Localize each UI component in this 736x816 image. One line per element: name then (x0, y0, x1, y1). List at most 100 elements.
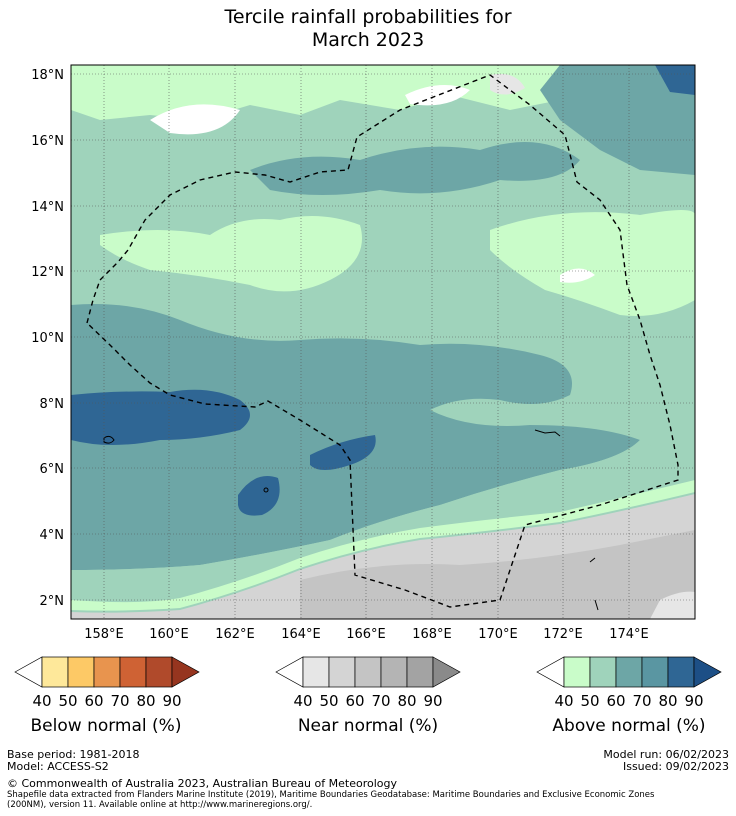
colorbar-above-title: Above normal (%) (552, 716, 706, 736)
lon-label: 166°E (346, 627, 386, 642)
above-50-60-south (71, 440, 695, 603)
colorbar-above-swatch (693, 656, 722, 688)
white-patch-north (150, 104, 240, 135)
title-line-2: March 2023 (311, 29, 425, 51)
colorbar-above-tick: 80 (658, 692, 677, 708)
island-marker (103, 435, 115, 444)
lat-label: 2°N (40, 594, 65, 609)
copyright: © Commonwealth of Australia 2023, Austra… (7, 777, 397, 790)
colorbar-near-swatch (354, 656, 382, 688)
colorbar-near: 40 50 60 70 80 90 (275, 656, 461, 708)
colorbar-above-swatch (667, 656, 695, 688)
near-60-70-south (300, 530, 695, 619)
lon-label: 172°E (543, 627, 583, 642)
latitude-labels: 18°N 16°N 14°N 12°N 10°N 8°N 6°N 4°N 2°N (31, 68, 64, 609)
lat-label: 16°N (31, 134, 64, 149)
longitude-labels: 158°E 160°E 162°E 164°E 166°E 168°E 170°… (84, 627, 649, 642)
lat-label: 8°N (40, 397, 65, 412)
colorbar-above: 40 50 60 70 80 90 (536, 656, 722, 708)
above-80-central (310, 435, 376, 470)
lon-label: 162°E (215, 627, 255, 642)
colorbar-below-swatch (41, 656, 69, 688)
colorbar-above-tick: 70 (632, 692, 651, 708)
colorbar-above-swatch (563, 656, 591, 688)
colorbar-below-swatch (145, 656, 173, 688)
white-patch-east (560, 268, 595, 283)
lat-label: 12°N (31, 265, 64, 280)
near-patch-north (490, 73, 525, 95)
colorbar-near-tick: 70 (371, 692, 390, 708)
colorbar-near-swatch (275, 656, 304, 688)
model-name: Model: ACCESS-S2 (7, 760, 109, 773)
colorbar-below-tick: 60 (84, 692, 103, 708)
above-60-70-ne (540, 65, 695, 175)
colorbar-below-tick: 80 (136, 692, 155, 708)
map-title: Tercile rainfall probabilities for March… (0, 6, 736, 52)
lat-label: 10°N (31, 331, 64, 346)
colorbar-above-swatch (536, 656, 565, 688)
above-80-ne (655, 65, 695, 95)
colorbar-above-swatch (589, 656, 617, 688)
white-patch-north-2 (405, 85, 470, 106)
graticule (71, 65, 695, 619)
colorbar-above-tick: 40 (554, 692, 573, 708)
eez-boundary (86, 74, 679, 608)
colorbar-near-tick: 40 (293, 692, 312, 708)
map-figure: 18°N 16°N 14°N 12°N 10°N 8°N 6°N 4°N 2°N… (31, 64, 696, 642)
above-80-south (238, 476, 280, 516)
lon-label: 170°E (478, 627, 518, 642)
above-80-west (71, 389, 250, 445)
colorbar-above-tick: 50 (580, 692, 599, 708)
lon-label: 160°E (149, 627, 189, 642)
lat-label: 14°N (31, 200, 64, 215)
colorbar-near-swatch (328, 656, 356, 688)
base-period: Base period: 1981-2018 (7, 748, 140, 761)
colorbar-below-tick: 40 (32, 692, 51, 708)
island-marker (589, 557, 599, 611)
lat-label: 6°N (40, 462, 65, 477)
colorbar-near-swatch (432, 656, 461, 688)
colorbar-near-tick: 60 (345, 692, 364, 708)
colorbar-above-swatch (615, 656, 643, 688)
source-line-1: Shapefile data extracted from Flanders M… (7, 790, 655, 800)
footer-right: Model run: 06/02/2023 Issued: 09/02/2023 (603, 749, 729, 773)
model-run: Model run: 06/02/2023 (603, 748, 729, 761)
lon-label: 168°E (412, 627, 452, 642)
above-60-70-south (71, 304, 640, 570)
colorbar-near-tick: 80 (397, 692, 416, 708)
colorbar-below-swatch (171, 656, 200, 688)
map-frame (70, 64, 696, 620)
colorbar-near-title: Near normal (%) (297, 716, 439, 736)
colorbar-below-swatch (119, 656, 147, 688)
near-40-50-se (650, 591, 695, 619)
colorbar-near-swatch (380, 656, 408, 688)
island-marker (263, 487, 269, 493)
colorbar-near-swatch (302, 656, 330, 688)
colorbar-below: 40 50 60 70 80 90 (14, 656, 200, 708)
colorbar-near-tick: 90 (423, 692, 442, 708)
lat-label: 4°N (40, 528, 65, 543)
source-line-2: (200NM), version 11. Available online at… (7, 800, 313, 810)
above-40-50-north (71, 65, 695, 120)
lon-label: 164°E (281, 627, 321, 642)
source-credit: Shapefile data extracted from Flanders M… (7, 790, 727, 810)
island-marker (534, 429, 561, 437)
above-40-50-mid-w (100, 216, 362, 292)
colorbar-below-tick: 50 (58, 692, 77, 708)
lon-label: 174°E (609, 627, 649, 642)
title-line-1: Tercile rainfall probabilities for (224, 6, 512, 28)
probability-field (71, 65, 695, 619)
colorbar-above-swatches (536, 656, 722, 688)
colorbar-above-swatch (641, 656, 669, 688)
above-40-50-mid-e (490, 210, 695, 316)
colorbar-below-swatch (93, 656, 121, 688)
above-60-70-central-n (250, 142, 580, 195)
colorbar-below-tick: 70 (110, 692, 129, 708)
colorbar-below-swatch (67, 656, 95, 688)
footer-left: Base period: 1981-2018 Model: ACCESS-S2 (7, 749, 139, 773)
colorbar-below-tick: 90 (162, 692, 181, 708)
lat-label: 18°N (31, 68, 64, 83)
colorbar-above-tick: 60 (606, 692, 625, 708)
colorbar-near-swatches (275, 656, 461, 688)
colorbar-below-title: Below normal (%) (30, 716, 182, 736)
